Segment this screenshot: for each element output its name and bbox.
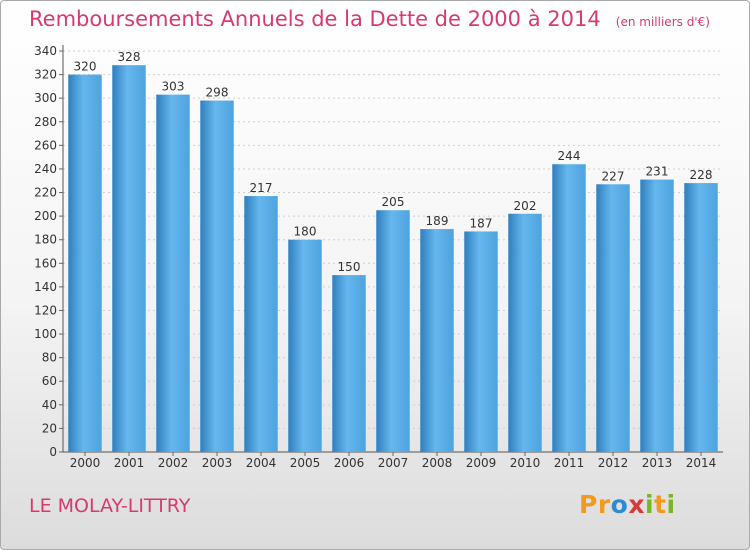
- bar-2013: [640, 179, 674, 452]
- y-tick-label: 0: [49, 445, 57, 459]
- logo-letter: i: [645, 490, 655, 519]
- data-label-2006: 150: [338, 260, 361, 274]
- labels: 0 20 40 60 80 100 120 140 160 180 200 220 240 260 280 3…: [34, 44, 716, 470]
- bar-2005: [288, 239, 322, 452]
- y-tick-label: 40: [42, 398, 57, 412]
- x-tick-label-2014: 2014: [686, 456, 717, 470]
- x-tick-label-2000: 2000: [70, 456, 101, 470]
- x-tick-label-2008: 2008: [422, 456, 453, 470]
- bar-2009: [464, 231, 498, 452]
- logo-letter: o: [610, 490, 629, 519]
- y-tick-label: 220: [34, 186, 57, 200]
- data-label-2009: 187: [470, 216, 493, 230]
- data-label-2002: 303: [162, 80, 185, 94]
- y-tick-label: 160: [34, 256, 57, 270]
- bar-2011: [552, 164, 586, 453]
- y-tick-label: 80: [42, 351, 57, 365]
- bar-2003: [200, 100, 234, 453]
- data-label-2003: 298: [206, 86, 229, 100]
- bar-2000: [68, 74, 102, 453]
- data-label-2007: 205: [382, 195, 405, 209]
- x-tick-label-2002: 2002: [158, 456, 189, 470]
- x-tick-label-2012: 2012: [598, 456, 629, 470]
- bar-2001: [112, 65, 146, 452]
- data-label-2000: 320: [74, 60, 97, 74]
- x-tick-label-2007: 2007: [378, 456, 409, 470]
- bar-2014: [684, 183, 718, 452]
- bar-2004: [244, 196, 278, 452]
- data-label-2013: 231: [646, 165, 669, 179]
- data-label-2014: 228: [690, 168, 713, 182]
- y-tick-label: 260: [34, 138, 57, 152]
- x-tick-label-2011: 2011: [554, 456, 585, 470]
- x-tick-label-2001: 2001: [114, 456, 145, 470]
- x-tick-label-2004: 2004: [246, 456, 277, 470]
- y-tick-label: 240: [34, 162, 57, 176]
- y-tick-label: 100: [34, 327, 57, 341]
- y-tick-label: 320: [34, 68, 57, 82]
- chart-title: Remboursements Annuels de la Dette de 20…: [29, 7, 710, 31]
- y-tick-label: 120: [34, 303, 57, 317]
- logo-letter: r: [597, 490, 611, 519]
- data-label-2011: 244: [558, 149, 581, 163]
- x-tick-label-2006: 2006: [334, 456, 365, 470]
- data-label-2004: 217: [250, 181, 273, 195]
- logo-letter: t: [654, 490, 667, 519]
- bar-2007: [376, 210, 410, 452]
- bar-2006: [332, 275, 366, 452]
- logo-letter: x: [628, 490, 645, 519]
- y-tick-label: 60: [42, 374, 57, 388]
- data-label-2012: 227: [602, 169, 625, 183]
- bar-2008: [420, 229, 454, 452]
- chart-unit-label: (en milliers d'€): [615, 15, 710, 29]
- bar-2012: [596, 184, 630, 452]
- x-tick-label-2010: 2010: [510, 456, 541, 470]
- logo-letter: i: [666, 490, 676, 519]
- bars: [68, 65, 718, 453]
- y-tick-label: 300: [34, 91, 57, 105]
- y-tick-label: 180: [34, 233, 57, 247]
- y-tick-label: 200: [34, 209, 57, 223]
- y-tick-label: 140: [34, 280, 57, 294]
- data-label-2010: 202: [514, 199, 537, 213]
- logo-letter: P: [579, 490, 598, 519]
- data-label-2001: 328: [118, 50, 141, 64]
- y-tick-label: 280: [34, 115, 57, 129]
- commune-name: LE MOLAY-LITTRY: [29, 495, 191, 517]
- bar-2002: [156, 94, 190, 452]
- x-tick-label-2005: 2005: [290, 456, 321, 470]
- y-tick-label: 20: [42, 421, 57, 435]
- bar-2010: [508, 213, 542, 452]
- x-tick-label-2009: 2009: [466, 456, 497, 470]
- x-tick-label-2003: 2003: [202, 456, 233, 470]
- chart-title-text: Remboursements Annuels de la Dette de 20…: [29, 7, 601, 31]
- data-label-2005: 180: [294, 225, 317, 239]
- data-label-2008: 189: [426, 214, 449, 228]
- proxiti-logo[interactable]: Proxiti: [579, 490, 676, 519]
- y-tick-label: 340: [34, 44, 57, 58]
- x-tick-label-2013: 2013: [642, 456, 673, 470]
